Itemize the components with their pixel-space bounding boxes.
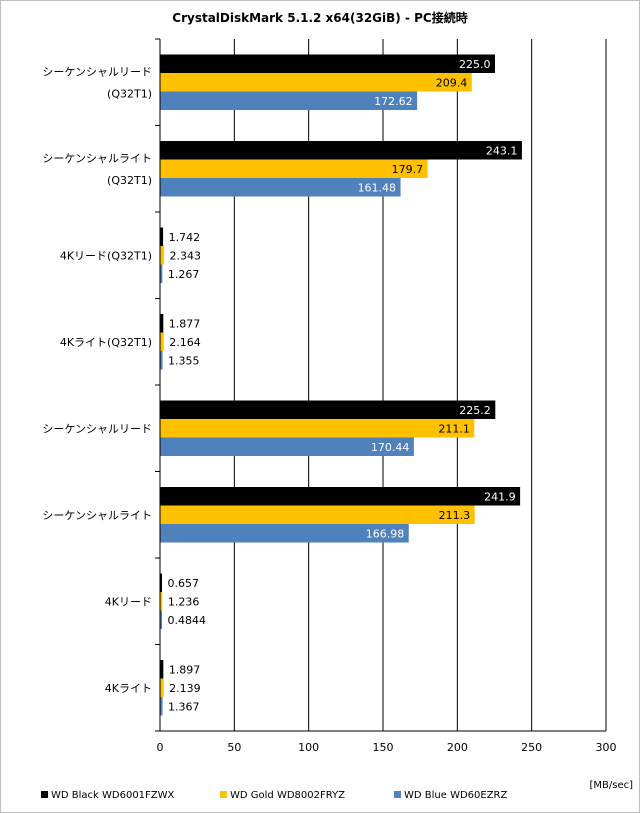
category-label: 4Kリード xyxy=(105,595,152,608)
bar xyxy=(160,592,163,611)
category-label: シーケンシャルライト(Q32T1) xyxy=(42,152,152,187)
bar xyxy=(160,73,472,92)
bar xyxy=(160,419,475,438)
x-tick-label: 100 xyxy=(298,741,319,754)
bar xyxy=(160,351,163,370)
legend: WD Black WD6001FZWX WD Gold WD8002FRYZ WD … xyxy=(41,790,508,801)
bar xyxy=(160,227,164,246)
bar xyxy=(160,697,163,716)
data-label: 170.44 xyxy=(371,441,410,454)
bar-group: 225.0 209.4 172.62 243.1 179.7 161.48 1.742 2.3… xyxy=(160,54,522,716)
category-label: 4Kライト xyxy=(105,682,152,695)
bar xyxy=(160,246,164,265)
bar xyxy=(160,487,521,506)
bar xyxy=(160,332,164,351)
bar xyxy=(160,524,409,543)
bar xyxy=(160,573,162,592)
data-label: 2.164 xyxy=(169,336,201,349)
bar xyxy=(160,264,163,283)
legend-swatch xyxy=(220,791,227,798)
chart-title: CrystalDiskMark 5.1.2 x64(32GiB) - PC接続時 xyxy=(172,10,467,25)
legend-entry: WD Gold WD8002FRYZ xyxy=(230,790,345,801)
data-label: 241.9 xyxy=(484,490,516,503)
data-label: 1.267 xyxy=(168,268,200,281)
data-label: 2.139 xyxy=(169,682,201,695)
x-tick-label: 50 xyxy=(227,741,241,754)
data-label: 1.897 xyxy=(169,663,201,676)
bar xyxy=(160,314,164,333)
legend-entry: WD Black WD6001FZWX xyxy=(51,790,175,801)
x-tick-label: 250 xyxy=(521,741,542,754)
bar xyxy=(160,400,496,419)
data-label: 1.236 xyxy=(168,595,200,608)
bar xyxy=(160,178,401,197)
data-label: 1.355 xyxy=(168,354,200,367)
data-label: 166.98 xyxy=(366,527,405,540)
data-label: 225.0 xyxy=(459,58,491,71)
x-tick-label: 300 xyxy=(596,741,617,754)
legend-entry: WD Blue WD60EZRZ xyxy=(404,790,508,801)
data-label: 211.3 xyxy=(439,509,471,522)
category-label: シーケンシャルリード xyxy=(42,422,152,435)
bar xyxy=(160,505,475,524)
bar xyxy=(160,159,428,178)
data-label: 209.4 xyxy=(436,76,468,89)
x-tick-label: 0 xyxy=(157,741,164,754)
bar xyxy=(160,91,418,110)
data-label: 1.367 xyxy=(168,700,200,713)
legend-swatch xyxy=(394,791,401,798)
data-label: 1.877 xyxy=(169,317,201,330)
category-label: シーケンシャルライト xyxy=(42,509,152,522)
category-label: 4Kリード(Q32T1) xyxy=(60,249,152,262)
data-label: 211.1 xyxy=(438,422,470,435)
category-label: 4Kライト(Q32T1) xyxy=(60,336,152,349)
data-label: 0.657 xyxy=(168,577,200,590)
bar xyxy=(160,678,164,697)
bar xyxy=(160,54,495,73)
x-tick-label: 200 xyxy=(447,741,468,754)
x-tick-label: 150 xyxy=(373,741,394,754)
bar xyxy=(160,141,522,160)
data-label: 243.1 xyxy=(486,144,518,157)
bar xyxy=(160,437,414,456)
data-label: 161.48 xyxy=(358,181,397,194)
category-label: シーケンシャルリード(Q32T1) xyxy=(42,65,152,100)
data-label: 0.4844 xyxy=(168,614,207,627)
data-label: 2.343 xyxy=(169,249,201,262)
axes: 0 50 100 150 200 250 300 シーケンシャルリード(Q32T1) シーケンシ… xyxy=(42,38,617,754)
data-label: 1.742 xyxy=(169,231,201,244)
data-label: 179.7 xyxy=(392,163,424,176)
bar xyxy=(160,610,162,629)
legend-swatch xyxy=(41,791,48,798)
unit-label: [MB/sec] xyxy=(589,780,633,791)
data-label: 225.2 xyxy=(459,404,491,417)
bar xyxy=(160,660,164,679)
data-label: 172.62 xyxy=(374,95,413,108)
